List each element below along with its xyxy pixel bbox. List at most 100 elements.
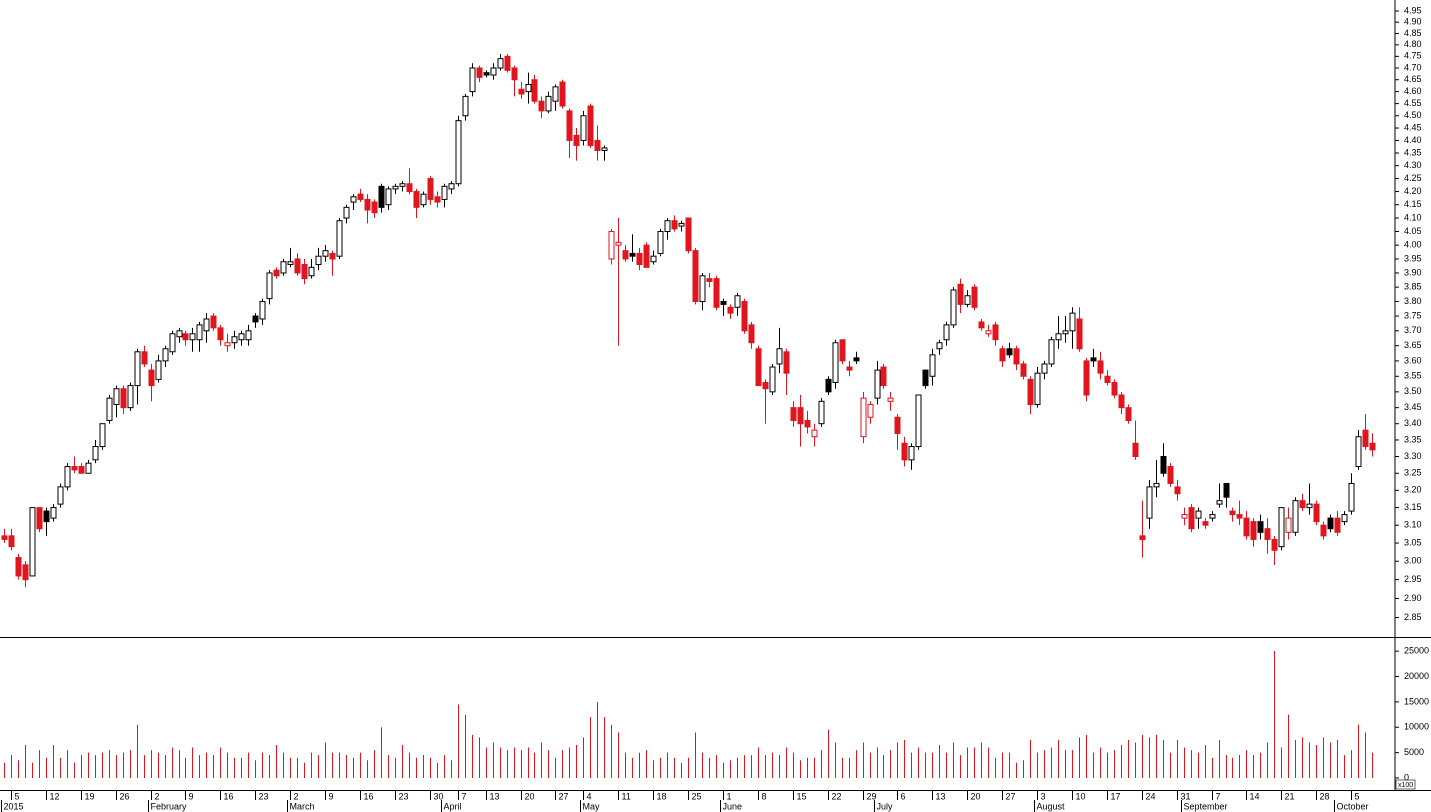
month-label: February (151, 801, 188, 811)
candle-body (531, 79, 538, 102)
y-tick-label: 3.30 (1404, 451, 1422, 461)
candle-body (587, 105, 594, 146)
y-tick-label: 5000 (1404, 747, 1424, 757)
y-tick-label: 2.95 (1404, 574, 1422, 584)
candle-body (22, 564, 29, 581)
candle-body (308, 266, 315, 277)
unit-box (1395, 779, 1416, 790)
candle-body (343, 206, 350, 219)
candle-body (790, 407, 797, 421)
x-tick-label: 23 (399, 791, 409, 801)
candle-body (1327, 517, 1334, 530)
candle-body (867, 403, 874, 418)
candle-body (169, 333, 176, 353)
y-tick-label: 4.80 (1404, 39, 1422, 49)
y-tick-label: 10000 (1404, 722, 1429, 732)
candle-body (231, 336, 238, 344)
month-label: August (1037, 801, 1066, 811)
volume-unit-label: x100 (1398, 782, 1413, 789)
x-tick-label: 27 (1006, 791, 1016, 801)
candle-body (839, 339, 846, 362)
y-tick-label: 4.60 (1404, 86, 1422, 96)
x-tick-label: 7 (462, 791, 467, 801)
candle-body (860, 397, 867, 438)
candle-body (797, 407, 804, 425)
candle-body (685, 217, 692, 252)
x-tick-label: 19 (85, 791, 95, 801)
candle-body (36, 507, 43, 530)
x-tick-label: 11 (622, 791, 631, 801)
x-tick-label: 13 (490, 791, 500, 801)
x-tick-label: 26 (120, 791, 130, 801)
candle-body (1083, 360, 1090, 396)
candle-body (943, 324, 950, 341)
candle-body (385, 188, 392, 206)
candle-body (636, 252, 643, 266)
candle-body (971, 286, 978, 308)
candle-body (1167, 466, 1174, 484)
candle-body (1027, 378, 1034, 405)
candle-body (776, 348, 783, 365)
candle-body (224, 342, 231, 347)
candle-body (559, 81, 566, 107)
y-tick-label: 2.90 (1404, 593, 1422, 603)
candle-body (1174, 486, 1181, 495)
candle-body (113, 388, 120, 405)
candle-body (210, 315, 217, 329)
candle-body (71, 466, 78, 471)
candle-body (894, 416, 901, 434)
x-tick-label: 10 (1076, 791, 1086, 801)
month-label: October (1337, 801, 1369, 811)
candle-body (783, 351, 790, 374)
candle-body (1048, 339, 1055, 365)
y-tick-label: 3.40 (1404, 418, 1422, 428)
y-tick-label: 0 (1404, 772, 1409, 782)
y-tick-label: 4.40 (1404, 135, 1422, 145)
candle-body (483, 72, 490, 76)
candle-body (280, 261, 287, 274)
candle-body (545, 95, 552, 112)
x-tick-label: 28 (1320, 791, 1330, 801)
candle-body (874, 369, 881, 399)
candle-body (127, 385, 134, 409)
y-tick-label: 3.55 (1404, 371, 1422, 381)
candle-body (720, 301, 727, 305)
candle-body (1062, 330, 1069, 335)
y-tick-label: 4.90 (1404, 17, 1422, 27)
candle-body (1055, 333, 1062, 341)
candle-body (664, 220, 671, 233)
y-tick-label: 3.65 (1404, 340, 1422, 350)
candle-body (1020, 363, 1027, 377)
month-label: March (290, 801, 315, 811)
y-tick-label: 3.10 (1404, 520, 1422, 530)
candle-body (1209, 514, 1216, 519)
candle-body (706, 278, 713, 282)
candle-body (985, 330, 992, 335)
x-tick-label: 16 (224, 791, 234, 801)
x-tick-label: 20 (971, 791, 981, 801)
candle-body (1271, 538, 1278, 551)
y-tick-label: 3.90 (1404, 267, 1422, 277)
candle-body (1188, 507, 1195, 530)
candle-body (203, 318, 210, 332)
candle-body (999, 348, 1006, 362)
candle-body (1292, 500, 1299, 533)
y-tick-label: 4.25 (1404, 173, 1422, 183)
candle-body (8, 535, 15, 548)
candle-body (92, 446, 99, 461)
x-tick-label: 23 (259, 791, 269, 801)
candle-body (650, 255, 657, 263)
x-tick-label: 7 (1216, 791, 1221, 801)
candle-body (182, 333, 189, 341)
candle-body (141, 351, 148, 365)
candle-body (148, 369, 155, 387)
candle-body (1160, 455, 1167, 474)
y-tick-label: 4.85 (1404, 28, 1422, 38)
candle-body (929, 354, 936, 377)
y-tick-label: 3.95 (1404, 253, 1422, 263)
candle-body (511, 67, 518, 81)
candle-body (741, 301, 748, 332)
candle-body (189, 333, 196, 341)
candle-body (1132, 442, 1139, 457)
candle-body (1195, 510, 1202, 519)
